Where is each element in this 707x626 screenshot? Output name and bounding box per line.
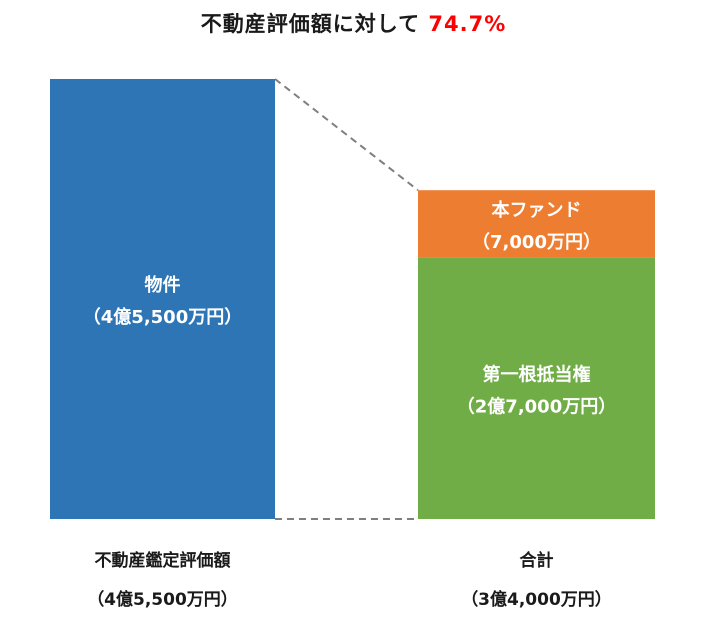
segment-label-property: 物件 (145, 274, 181, 296)
connector-top (274, 78, 419, 191)
ltv-ratio: 74.7% (428, 12, 507, 36)
chart-title-text: 不動産評価額に対して (200, 12, 421, 36)
bar-segment-fund (418, 190, 655, 258)
segment-amount-fund: （7,000万円） (472, 232, 601, 253)
bar-segment-first-mortgage (418, 257, 655, 519)
segment-amount-property: （4億5,500万円） (83, 306, 242, 328)
segment-amount-first-mortgage: （2億7,000万円） (457, 395, 616, 417)
category-amount-appraisal: （4億5,500万円） (87, 589, 238, 610)
segment-label-first-mortgage: 第一根抵当権 (483, 363, 591, 385)
category-amount-total: （3億4,000万円） (461, 589, 612, 610)
bar-segment-property (50, 79, 275, 519)
segment-label-fund: 本ファンド (492, 199, 582, 221)
chart-title: 不動産評価額に対して 74.7% (0, 8, 707, 38)
category-label-appraisal: 不動産鑑定評価額 (95, 550, 231, 571)
category-label-total: 合計 (520, 550, 554, 571)
